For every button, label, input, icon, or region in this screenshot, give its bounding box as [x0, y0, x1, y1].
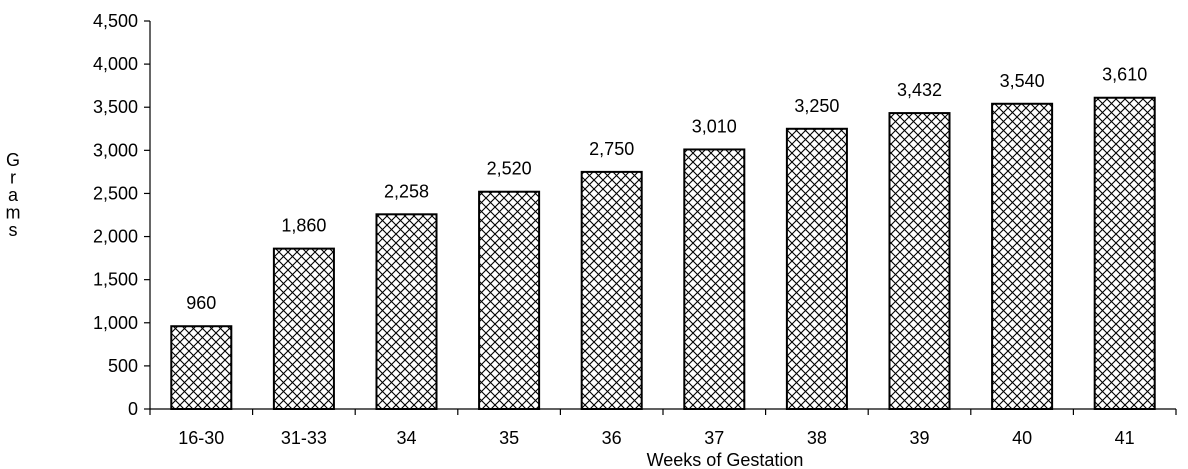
y-axis-title-letter: m [6, 203, 21, 223]
data-label: 2,520 [487, 159, 532, 179]
data-label: 2,258 [384, 181, 429, 201]
bar [1093, 96, 1156, 410]
data-label: 3,432 [897, 80, 942, 100]
bar [580, 170, 643, 410]
data-label: 960 [186, 293, 216, 313]
y-axis-title-letter: s [9, 220, 18, 240]
bar [785, 127, 848, 410]
bar [991, 102, 1054, 410]
y-tick-label: 0 [128, 399, 138, 419]
x-tick-label: 37 [704, 428, 724, 448]
data-label: 2,750 [589, 139, 634, 159]
x-tick-label: 35 [499, 428, 519, 448]
y-tick-label: 2,500 [93, 183, 138, 203]
x-tick-label: 36 [602, 428, 622, 448]
y-tick-label: 1,500 [93, 270, 138, 290]
y-tick-label: 3,500 [93, 97, 138, 117]
data-labels: 960 1,860 2,258 2,520 2,750 3,010 3,250 3,432 3,… [186, 65, 1147, 313]
x-tick-label: 31-33 [281, 428, 327, 448]
data-label: 3,610 [1102, 65, 1147, 85]
bar [683, 148, 746, 411]
data-label: 3,250 [794, 96, 839, 116]
bar [888, 112, 951, 411]
x-tick-label: 39 [909, 428, 929, 448]
x-axis-title: Weeks of Gestation [647, 450, 804, 469]
y-axis-title-letter: G [6, 150, 20, 170]
y-tick-label: 1,000 [93, 313, 138, 333]
y-tick-label: 3,000 [93, 140, 138, 160]
y-axis: 0 500 1,000 1,500 2,000 2,500 3,000 3,500 4,000 4… [93, 11, 151, 419]
bars [170, 96, 1156, 411]
x-axis: 16-30 31-33 34 35 36 37 38 39 40 41 [149, 408, 1177, 448]
y-tick-label: 500 [108, 356, 138, 376]
bar [375, 213, 438, 410]
bar [272, 247, 335, 410]
x-tick-label: 16-30 [178, 428, 224, 448]
y-axis-title-letter: r [10, 168, 16, 188]
y-axis-title-letter: a [8, 185, 19, 205]
data-label: 3,010 [692, 116, 737, 136]
x-tick-label: 34 [396, 428, 416, 448]
x-tick-label: 38 [807, 428, 827, 448]
data-label: 3,540 [1000, 71, 1045, 91]
bar [478, 190, 541, 410]
data-label: 1,860 [281, 216, 326, 236]
y-tick-label: 2,000 [93, 227, 138, 247]
y-tick-label: 4,500 [93, 11, 138, 31]
x-tick-label: 40 [1012, 428, 1032, 448]
bar [170, 325, 233, 410]
y-tick-label: 4,000 [93, 54, 138, 74]
x-tick-label: 41 [1115, 428, 1135, 448]
